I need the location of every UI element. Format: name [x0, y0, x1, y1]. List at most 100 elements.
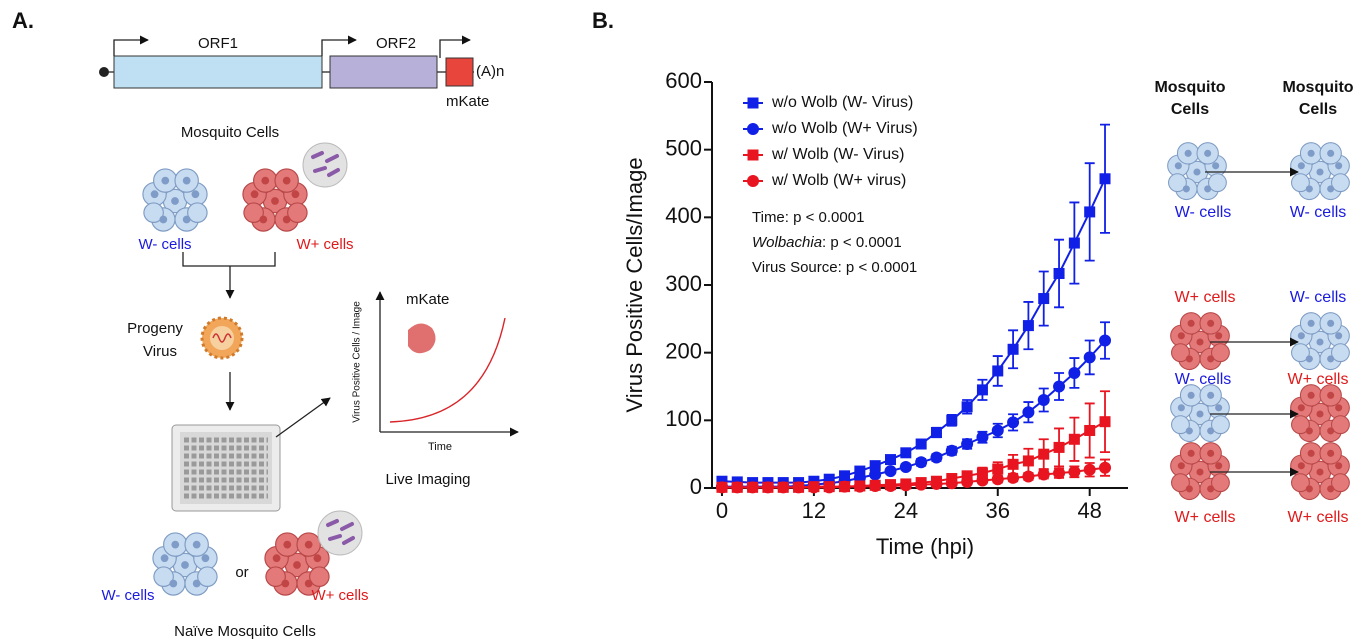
marker	[1038, 448, 1050, 460]
column-header: Mosquito	[1154, 79, 1225, 96]
cell-label: W+ cells	[1175, 509, 1236, 526]
marker	[884, 465, 897, 478]
legend-marker	[747, 149, 759, 161]
cell-cluster	[1290, 442, 1350, 501]
marker	[976, 384, 988, 396]
cell-label: W- cells	[1290, 204, 1347, 221]
legend-marker	[747, 175, 759, 187]
stat-label: Virus Source: p < 0.0001	[752, 259, 917, 276]
y-axis-label: Virus Positive Cells/Image	[622, 157, 647, 412]
y-tick-label: 100	[665, 406, 702, 431]
marker	[992, 463, 1004, 475]
section-title: Naïve Mosquito Cells	[174, 623, 316, 640]
y-tick-label: 0	[690, 474, 702, 499]
marker	[961, 438, 974, 451]
virus-icon	[200, 316, 244, 360]
gene-construct	[99, 35, 500, 89]
x-tick-label: 0	[716, 498, 728, 523]
x-axis-label: Time (hpi)	[876, 534, 974, 559]
marker	[1022, 320, 1034, 332]
cell-cluster	[142, 168, 208, 232]
marker	[1068, 433, 1080, 445]
y-tick-label: 600	[665, 68, 702, 93]
cell-label: W- cells	[1175, 204, 1232, 221]
wolbachia-bubble	[316, 509, 364, 557]
cell-cluster	[1290, 142, 1350, 201]
arrow	[275, 397, 331, 438]
marker	[838, 480, 851, 493]
marker	[899, 461, 912, 474]
marker	[1099, 173, 1111, 185]
column-header: Cells	[1299, 101, 1337, 118]
marker	[992, 365, 1004, 377]
marker	[946, 414, 958, 426]
marker	[1037, 468, 1050, 481]
marker	[1099, 461, 1112, 474]
marker	[715, 481, 728, 494]
marker	[930, 451, 943, 464]
marker	[1068, 237, 1080, 249]
marker	[1053, 441, 1065, 453]
inset-title: mKate	[406, 291, 449, 308]
marker	[961, 475, 974, 488]
legend-label: w/o Wolb (W- Virus)	[771, 94, 913, 111]
x-tick-label: 12	[802, 498, 826, 523]
marker	[885, 454, 897, 466]
schematic: Mosquito Cells Mosquito Cells W- cells W…	[1154, 79, 1353, 526]
stat-label: Wolbachia: p < 0.0001	[752, 234, 902, 251]
inset-y-label: Virus Positive Cells / Image	[352, 301, 363, 423]
cell-label: W- cells	[1290, 289, 1347, 306]
cell-cluster	[264, 532, 330, 596]
wolbachia-bubble	[301, 141, 349, 189]
marker	[1022, 470, 1035, 483]
panel-label: A.	[12, 8, 34, 33]
y-tick-label: 400	[665, 203, 702, 228]
cell-cluster	[1167, 142, 1227, 201]
marker	[1007, 416, 1020, 429]
stat-term: Wolbachia	[752, 234, 822, 251]
marker	[731, 481, 744, 494]
legend-marker	[747, 97, 759, 109]
marker	[1068, 366, 1081, 379]
marker	[1068, 465, 1081, 478]
marker	[1053, 380, 1066, 393]
marker	[915, 456, 928, 469]
legend-label: w/ Wolb (W+ virus)	[771, 172, 906, 189]
marker	[945, 444, 958, 457]
marker	[1053, 467, 1066, 480]
legend-marker	[747, 123, 759, 135]
marker	[1007, 471, 1020, 484]
marker	[1083, 351, 1096, 364]
or-label: or	[235, 564, 248, 581]
y-tick-label: 500	[665, 135, 702, 160]
marker	[899, 479, 912, 492]
marker	[807, 481, 820, 494]
cell-label: W- cells	[101, 587, 154, 604]
cell-cluster	[1290, 384, 1350, 443]
stat-value: : p < 0.0001	[822, 234, 902, 251]
marker	[1053, 267, 1065, 279]
cell-label: W+ cells	[296, 236, 353, 253]
inset-graph	[375, 291, 519, 437]
marker	[777, 481, 790, 494]
x-tick-label: 48	[1077, 498, 1101, 523]
marker	[1022, 406, 1035, 419]
cell-label: W+ cells	[1175, 289, 1236, 306]
section-title: Live Imaging	[385, 471, 470, 488]
well-plate	[171, 424, 281, 512]
section-title: Mosquito Cells	[181, 124, 279, 141]
marker	[746, 481, 759, 494]
y-tick-label: 200	[665, 338, 702, 363]
marker	[884, 479, 897, 492]
column-header: Mosquito	[1282, 79, 1353, 96]
marker	[761, 481, 774, 494]
x-tick-label: 36	[986, 498, 1010, 523]
marker	[854, 465, 866, 477]
polya-label: (A)n	[476, 63, 504, 80]
marker	[900, 447, 912, 459]
marker	[1007, 458, 1019, 470]
marker	[991, 473, 1004, 486]
cell-cluster	[1290, 312, 1350, 371]
marker	[961, 470, 973, 482]
cell-label: W+ cells	[1288, 509, 1349, 526]
